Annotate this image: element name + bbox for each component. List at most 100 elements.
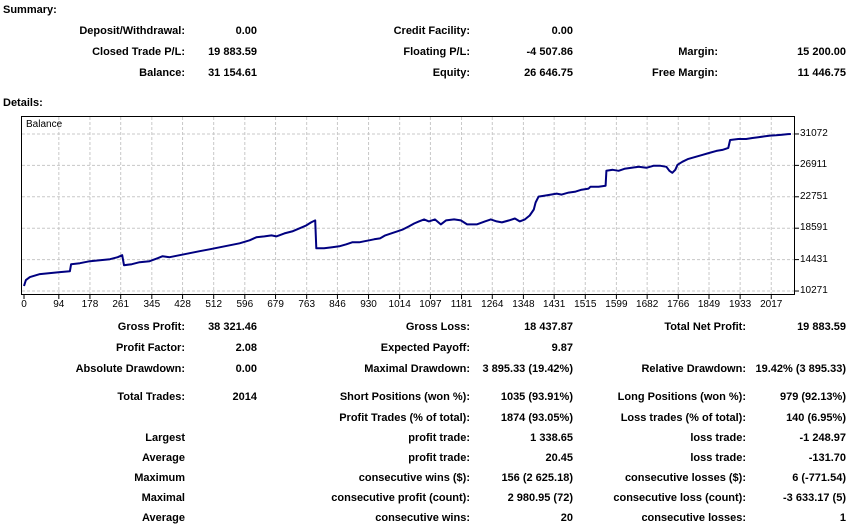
summary-label: Deposit/Withdrawal:: [79, 25, 185, 37]
summary-heading: Summary:: [3, 4, 57, 16]
x-axis-label: 1097: [419, 299, 442, 310]
details-label: Total Net Profit:: [664, 321, 746, 333]
details-value: 1 338.65: [530, 432, 573, 444]
chart-frame: [21, 116, 795, 295]
details-label: consecutive wins:: [375, 512, 470, 524]
details-label: loss trade:: [690, 452, 746, 464]
details-value: 979 (92.13%): [779, 391, 846, 403]
x-axis-label: 1682: [636, 299, 659, 310]
details-label: Profit Factor:: [115, 342, 185, 354]
x-axis-label: 679: [267, 299, 284, 310]
x-axis-label: 512: [205, 299, 223, 310]
details-label: consecutive loss (count):: [613, 492, 746, 504]
details-value: 20: [560, 512, 573, 524]
details-value: 1: [839, 512, 846, 524]
x-axis-label: 428: [174, 299, 191, 310]
details-label: Expected Payoff:: [380, 342, 470, 354]
x-axis-label: 1264: [481, 299, 504, 310]
details-label: Gross Loss:: [405, 321, 470, 333]
details-label: Largest: [145, 432, 185, 444]
details-value: -1 248.97: [799, 432, 846, 444]
x-axis-label: 345: [143, 299, 161, 310]
summary-label: Balance:: [139, 67, 185, 79]
x-axis-label: 763: [298, 299, 316, 310]
x-axis-label: 846: [329, 299, 346, 310]
summary-value: 11 446.75: [797, 67, 846, 79]
details-label: Loss trades (% of total):: [620, 412, 746, 424]
details-heading: Details:: [3, 97, 43, 109]
details-value: 6 (-771.54): [792, 472, 846, 484]
summary-value: -4 507.86: [526, 46, 573, 58]
x-axis-label: 1014: [388, 299, 411, 310]
x-axis-label: 0: [21, 299, 27, 310]
details-value: 18 437.87: [524, 321, 573, 333]
details-label: Relative Drawdown:: [641, 363, 746, 375]
x-axis-label: 1515: [574, 299, 597, 310]
details-label: Profit Trades (% of total):: [339, 412, 470, 424]
details-label: Maximal: [141, 492, 185, 504]
details-label: Maximal Drawdown:: [364, 363, 470, 375]
summary-label: Closed Trade P/L:: [92, 46, 185, 58]
x-axis-label: 930: [360, 299, 377, 310]
details-value: 1035 (93.91%): [500, 391, 573, 403]
x-axis-label: 178: [81, 299, 99, 310]
details-label: profit trade:: [408, 432, 470, 444]
details-label: consecutive profit (count):: [331, 492, 470, 504]
details-value: 156 (2 625.18): [501, 472, 573, 484]
summary-value: 15 200.00: [797, 46, 846, 58]
x-axis-label: 1933: [729, 299, 752, 310]
details-value: 38 321.46: [208, 321, 257, 333]
x-axis-label: 2017: [760, 299, 783, 310]
y-axis-label: 22751: [800, 190, 828, 202]
y-axis-label: 10271: [800, 285, 828, 297]
details-value: -131.70: [808, 452, 846, 464]
balance-chart-canvas: [21, 116, 799, 299]
details-value: 19 883.59: [797, 321, 846, 333]
details-value: 3 895.33 (19.42%): [482, 363, 573, 375]
y-axis-label: 14431: [800, 253, 828, 265]
summary-label: Margin:: [678, 46, 718, 58]
details-value: 0.00: [235, 363, 257, 375]
details-label: loss trade:: [690, 432, 746, 444]
y-axis-label: 26911: [800, 159, 828, 171]
details-label: Absolute Drawdown:: [75, 363, 185, 375]
details-value: 20.45: [545, 452, 573, 464]
summary-label: Free Margin:: [651, 67, 718, 79]
details-value: 9.87: [551, 342, 573, 354]
x-axis-label: 1766: [667, 299, 690, 310]
details-label: Long Positions (won %):: [617, 391, 746, 403]
summary-value: 31 154.61: [208, 67, 257, 79]
x-axis-label: 1348: [512, 299, 535, 310]
y-axis-label: 31072: [800, 127, 828, 139]
x-axis-label: 94: [53, 299, 65, 310]
x-axis-label: 596: [236, 299, 254, 310]
details-label: Average: [141, 512, 185, 524]
details-label: Average: [141, 452, 185, 464]
x-axis-label: 1849: [697, 299, 721, 310]
x-axis-label: 1599: [605, 299, 628, 310]
details-value: -3 633.17 (5): [783, 492, 846, 504]
details-value: 1874 (93.05%): [500, 412, 573, 424]
summary-value: 26 646.75: [524, 67, 573, 79]
details-label: consecutive wins ($):: [358, 472, 470, 484]
details-label: consecutive losses:: [641, 512, 746, 524]
details-label: consecutive losses ($):: [624, 472, 746, 484]
summary-label: Equity:: [432, 67, 470, 79]
y-axis-label: 18591: [800, 222, 828, 234]
details-value: 2 980.95 (72): [507, 492, 573, 504]
details-value: 19.42% (3 895.33): [755, 363, 846, 375]
balance-line: [23, 133, 791, 287]
x-axis-label: 1181: [450, 299, 473, 310]
details-value: 2014: [232, 391, 257, 403]
summary-value: 0.00: [235, 25, 257, 37]
summary-label: Floating P/L:: [403, 46, 470, 58]
summary-value: 19 883.59: [208, 46, 257, 58]
details-value: 2.08: [235, 342, 257, 354]
details-label: Total Trades:: [117, 391, 185, 403]
details-label: Maximum: [134, 472, 185, 484]
summary-value: 0.00: [551, 25, 573, 37]
details-label: profit trade:: [408, 452, 470, 464]
details-value: 140 (6.95%): [786, 412, 846, 424]
